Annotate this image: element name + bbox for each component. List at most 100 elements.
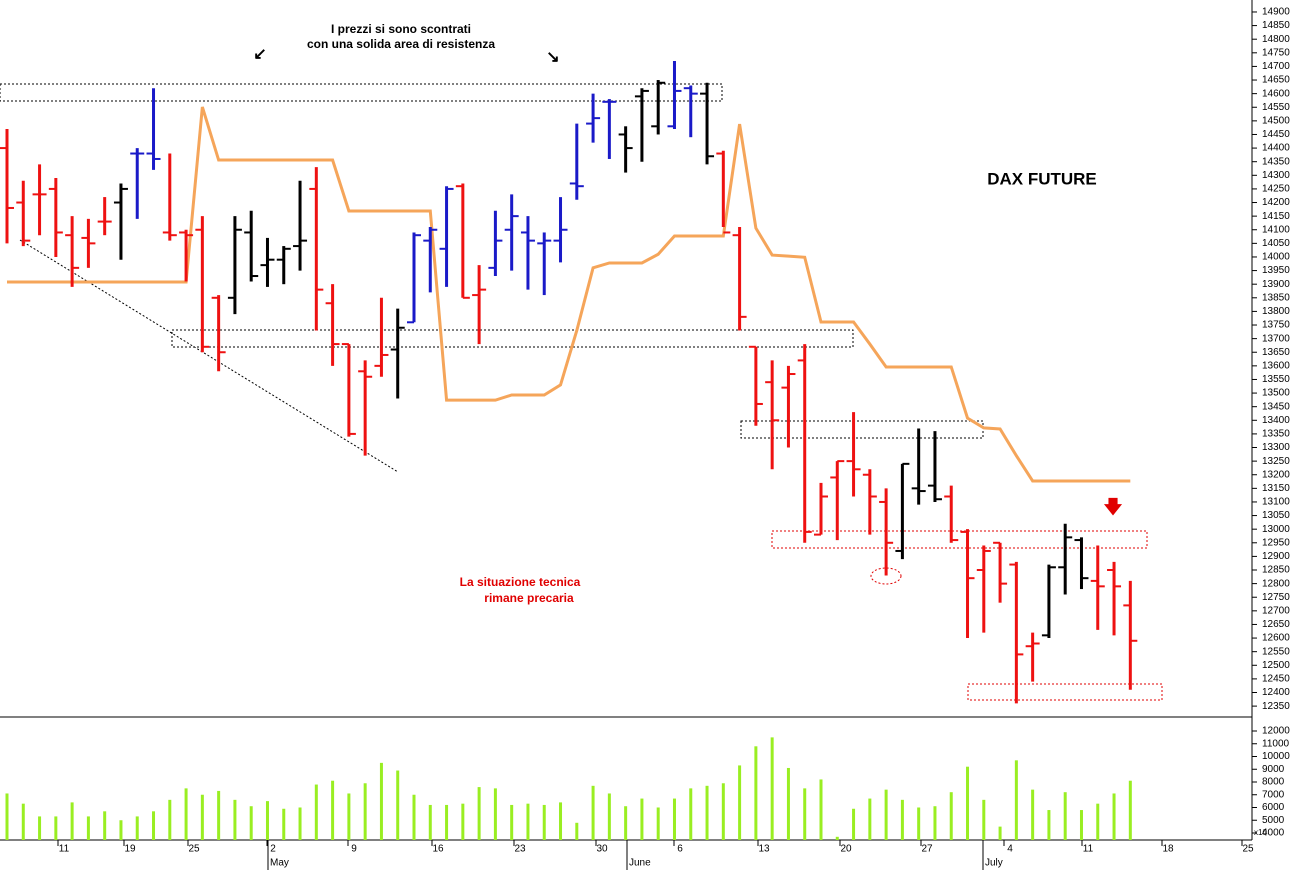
volume-bar [819,779,823,840]
x-tick-label: 13 [758,844,770,855]
y-tick-label: 13650 [1262,347,1290,358]
y-tick-label: 13050 [1262,510,1290,521]
volume-bar [1014,760,1018,840]
volume-bar [656,807,660,840]
volume-bar [786,767,790,840]
y-tick-label: 12600 [1262,633,1290,644]
y-tick-label: 14100 [1262,224,1290,235]
y-tick-label: 12750 [1262,592,1290,603]
y-tick-label: 14700 [1262,61,1290,72]
chart-title: DAX FUTURE [987,169,1097,188]
volume-bar [1031,789,1035,840]
y-tick-label: 14450 [1262,129,1290,140]
x-tick-label: 23 [514,844,526,855]
arrow: ↙ [253,46,266,63]
y-tick-label: 13850 [1262,292,1290,303]
month-label: May [270,858,289,869]
annotation: La situazione tecnica [460,575,581,589]
volume-bar [510,804,514,840]
x-tick-label: 2 [270,844,276,855]
volume-bar [900,799,904,840]
y-tick-label: 13400 [1262,415,1290,426]
x-tick-label: 9 [351,844,357,855]
y-tick-label: 13550 [1262,374,1290,385]
volume-bar [396,770,400,840]
y-tick-label: 12400 [1262,687,1290,698]
volume-bar [379,762,383,840]
x-tick-label: 19 [124,844,136,855]
volume-bar [298,807,302,840]
x-tick-label: 25 [188,844,200,855]
volume-bar [1096,803,1100,840]
volume-bar [249,806,253,840]
month-label: June [629,858,651,869]
y-tick-label: 13900 [1262,279,1290,290]
y-tick-label: 12700 [1262,605,1290,616]
y-tick-label: 12450 [1262,674,1290,685]
y-tick-label: 12500 [1262,660,1290,671]
volume-bar [1112,793,1116,840]
y-tick-label: 7000 [1262,789,1285,800]
volume-bar [949,792,953,840]
axis-multiplier: x10 [1254,828,1267,837]
volume-bar [672,798,676,840]
y-tick-label: 13200 [1262,469,1290,480]
volume-bar [754,746,758,840]
volume-bar [998,826,1002,840]
resistance-zone [0,83,723,102]
volume-bar [282,808,286,840]
volume-bar [1047,810,1051,840]
annotations-shapes [0,83,1163,701]
volume-bar [689,788,693,840]
volume-bar [461,803,465,840]
y-tick-label: 12550 [1262,646,1290,657]
y-tick-label: 13800 [1262,306,1290,317]
volume-bar [493,788,497,840]
volume-bar [933,806,937,840]
x-tick-label: 11 [1083,844,1094,855]
volume-bar [640,798,644,840]
y-tick-label: 5000 [1262,815,1285,826]
y-tick-label: 6000 [1262,802,1285,813]
trend-line [19,239,399,473]
y-tick-label: 13500 [1262,388,1290,399]
volume-bar [591,785,595,840]
x-tick-label: 18 [1162,844,1174,855]
y-tick-label: 14800 [1262,34,1290,45]
y-tick-label: 14900 [1262,7,1290,18]
y-tick-label: 14600 [1262,88,1290,99]
y-tick-label: 13950 [1262,265,1290,276]
x-tick-label: 20 [840,844,852,855]
volume-bar [119,820,123,840]
volume-bar [152,811,156,840]
volume-bar [363,783,367,840]
y-tick-label: 11000 [1262,738,1290,749]
y-tick-label: 14150 [1262,211,1290,222]
y-tick-label: 12950 [1262,537,1290,548]
x-tick-label: 4 [1007,844,1013,855]
y-tick-label: 13100 [1262,497,1290,508]
volume-bar [445,804,449,840]
y-tick-label: 12350 [1262,701,1290,712]
highlight [870,567,902,585]
volume-bar [21,803,25,840]
volume-bar [5,793,9,840]
volume-bar [526,803,530,840]
y-tick-label: 13250 [1262,456,1290,467]
y-tick-label: 14250 [1262,184,1290,195]
y-tick-label: 4000 [1262,828,1285,839]
volume-bar [135,816,139,840]
volume-bar [38,816,42,840]
y-tick-label: 14550 [1262,102,1290,113]
volume-bar [184,788,188,840]
x-tick-label: 30 [596,844,608,855]
volume-bar [705,785,709,840]
volume-bar [331,780,335,840]
volume-bar [86,816,90,840]
volume-bar [624,806,628,840]
y-tick-label: 13700 [1262,333,1290,344]
y-tick-label: 13450 [1262,401,1290,412]
y-tick-label: 14050 [1262,238,1290,249]
volume-bar [852,808,856,840]
